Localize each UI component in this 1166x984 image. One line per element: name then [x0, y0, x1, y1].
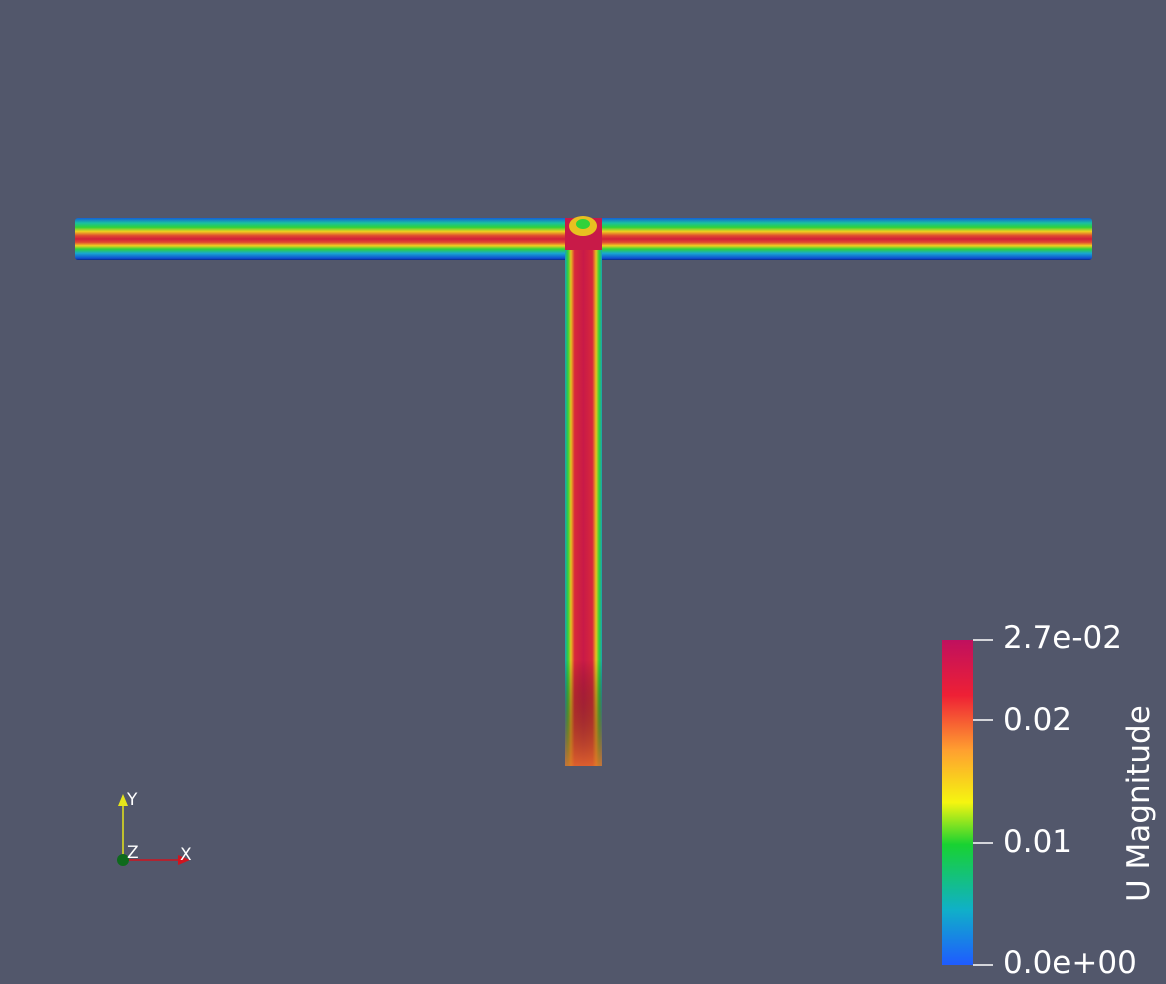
scalar-bar-tick-label-001: 0.01 — [1003, 824, 1073, 860]
scalar-bar-title: U Magnitude — [1121, 705, 1157, 902]
y-axis-label: Y — [127, 790, 138, 810]
y-axis-arrow-icon — [118, 794, 128, 806]
orientation-axes — [117, 794, 190, 866]
z-axis-label: Z — [127, 843, 139, 863]
stem-inlet-region — [565, 660, 602, 766]
scalar-bar-gradient — [942, 640, 973, 965]
x-axis-label: X — [180, 845, 192, 865]
scalar-bar-min-label: 0.0e+00 — [1003, 945, 1137, 981]
scalar-bar-tick-label-002: 0.02 — [1003, 702, 1073, 738]
x-axis-arrow-icon — [178, 855, 190, 865]
z-axis-dot-icon — [117, 854, 129, 866]
scalar-bar-max-label: 2.7e-02 — [1003, 620, 1123, 656]
junction-stagnation-core — [576, 219, 590, 229]
